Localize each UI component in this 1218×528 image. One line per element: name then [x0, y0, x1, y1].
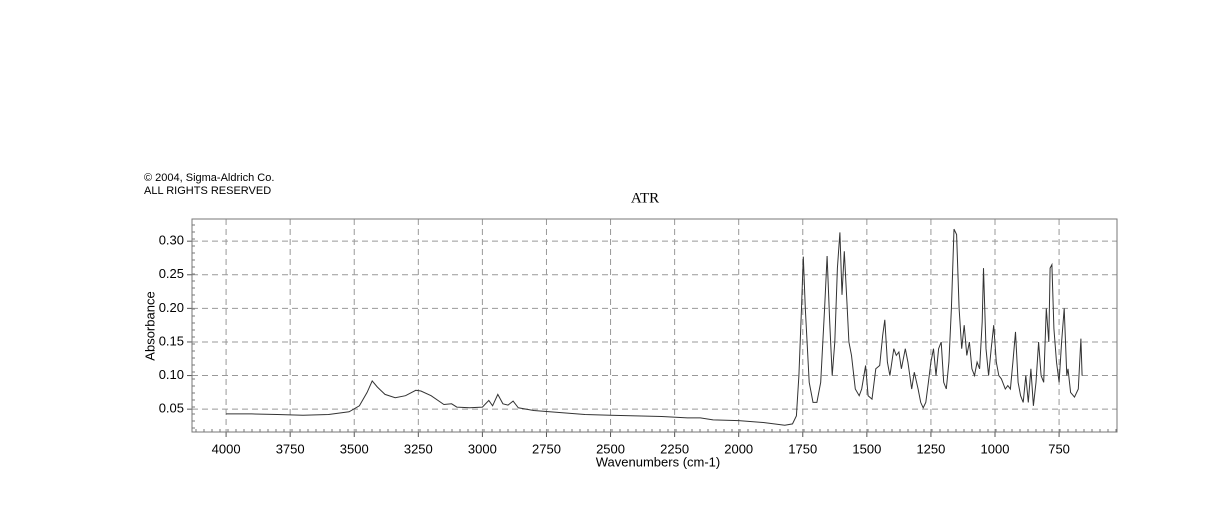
x-tick-label: 2500	[596, 441, 625, 456]
chart-title: ATR	[631, 190, 659, 206]
x-tick-label: 2250	[660, 441, 689, 456]
x-axis-label: Wavenumbers (cm-1)	[596, 454, 720, 469]
y-tick-label: 0.10	[159, 367, 184, 382]
y-tick-label: 0.05	[159, 401, 184, 416]
x-tick-label: 1500	[852, 441, 881, 456]
y-tick-label: 0.25	[159, 266, 184, 281]
x-tick-label: 1750	[788, 441, 817, 456]
x-tick-label: 4000	[212, 441, 241, 456]
x-tick-label: 750	[1048, 441, 1070, 456]
y-tick-label: 0.15	[159, 333, 184, 348]
x-tick-label: 3500	[340, 441, 369, 456]
y-axis-label: Absorbance	[142, 291, 157, 360]
x-tick-label: 1250	[916, 441, 945, 456]
plot-frame	[191, 218, 1118, 433]
x-tick-label: 3750	[276, 441, 305, 456]
x-tick-label: 1000	[981, 441, 1010, 456]
y-tick-label: 0.20	[159, 300, 184, 315]
y-tick-label: 0.30	[159, 233, 184, 248]
rights: ALL RIGHTS RESERVED	[144, 185, 271, 197]
x-tick-label: 2000	[724, 441, 753, 456]
spectrum-line	[226, 228, 1083, 426]
x-tick-label: 3000	[468, 441, 497, 456]
copyright: © 2004, Sigma-Aldrich Co.	[144, 172, 274, 184]
x-tick-label: 2750	[532, 441, 561, 456]
x-tick-label: 3250	[404, 441, 433, 456]
